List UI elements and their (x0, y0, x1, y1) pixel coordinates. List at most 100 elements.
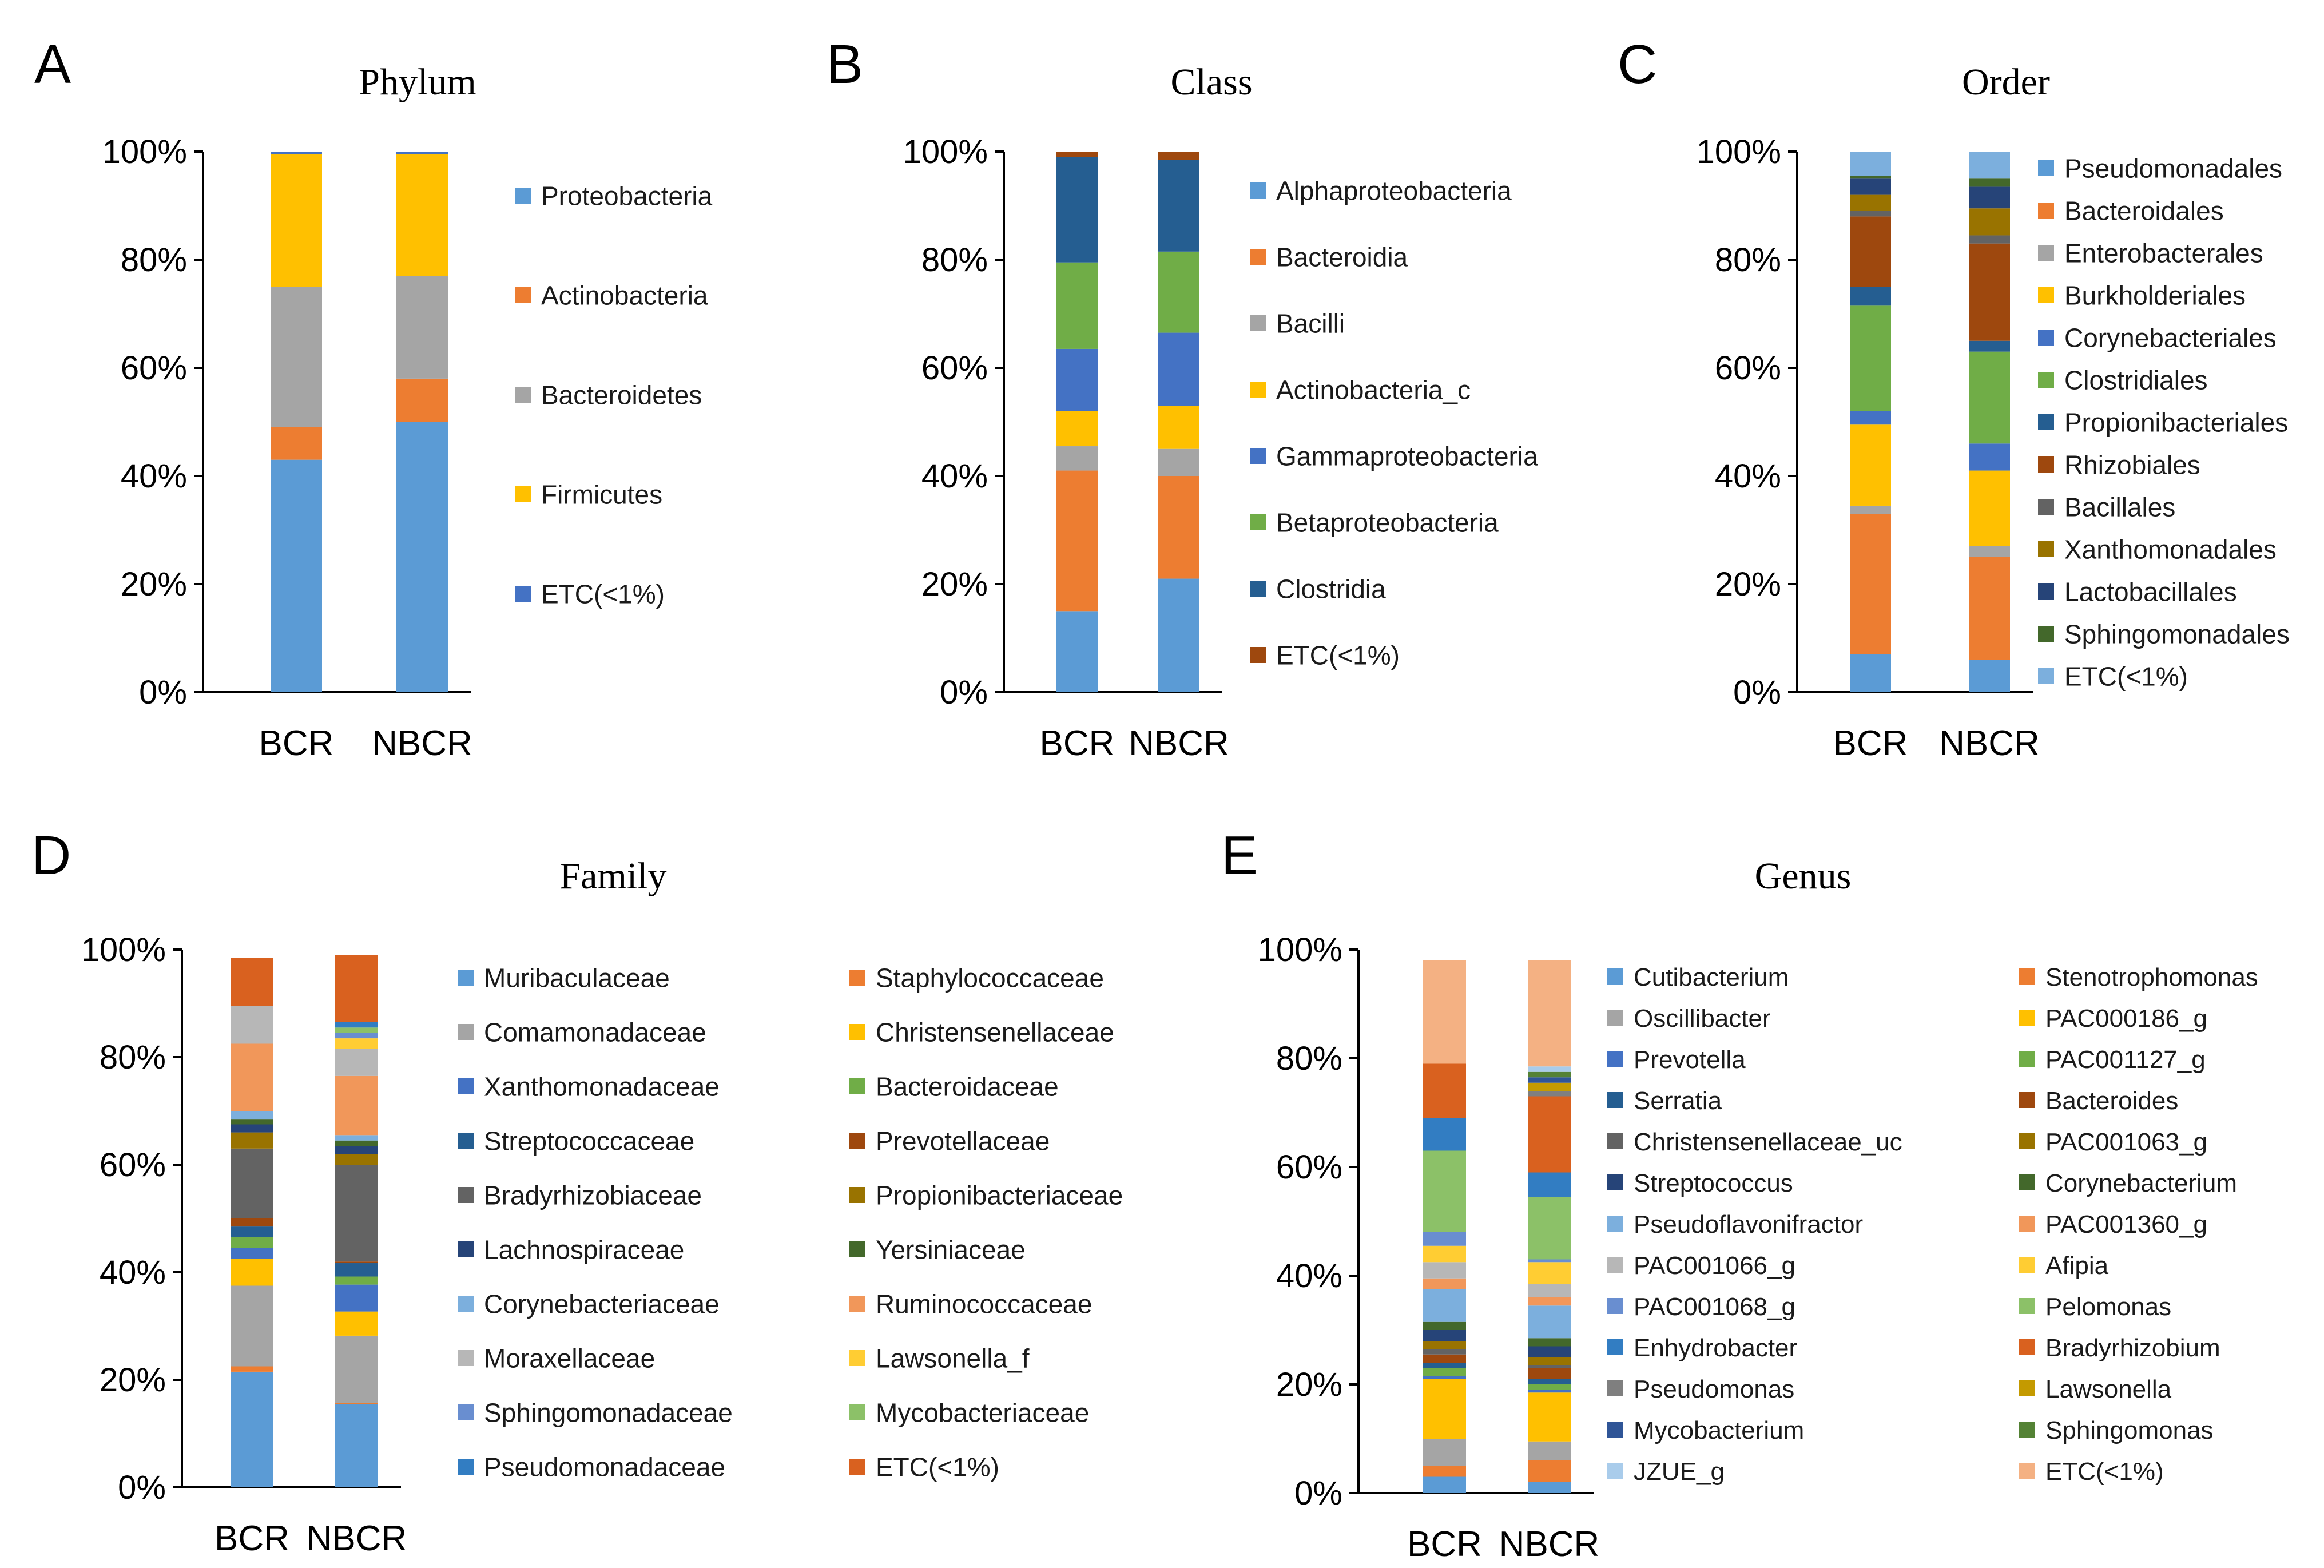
bar-segment-nbcr-streptococcus (1528, 1346, 1571, 1357)
bar-segment-nbcr-lawsonella-f (335, 1038, 378, 1049)
y-tick-label: 60% (121, 350, 187, 387)
legend-swatch-lachnospiraceae (458, 1241, 474, 1257)
bar-segment-nbcr-moraxellaceae (335, 1049, 378, 1076)
legend-label-proteobacteria: Proteobacteria (541, 181, 713, 211)
bar-segment-bcr-lactobacillales (1850, 178, 1891, 195)
bar-segment-nbcr-bacteroidaceae (335, 1276, 378, 1285)
legend-label-corynebacterium: Corynebacterium (2045, 1169, 2237, 1197)
legend-label-lachnospiraceae: Lachnospiraceae (484, 1235, 684, 1265)
panel-title-family: Family (559, 855, 666, 897)
panel-letter-a: A (34, 34, 71, 95)
bar-segment-bcr-actinobacteria-c (1056, 411, 1098, 447)
legend-label-muribaculaceae: Muribaculaceae (484, 963, 670, 993)
bar-segment-nbcr-actinobacteria-c (1158, 406, 1199, 449)
legend-swatch-corynebacterium (2019, 1174, 2035, 1190)
y-tick-label: 40% (100, 1254, 166, 1291)
legend-label-oscillibacter: Oscillibacter (1634, 1005, 1771, 1033)
legend-label-bacteroidaceae: Bacteroidaceae (876, 1072, 1059, 1102)
legend-label-betaproteobacteria: Betaproteobacteria (1276, 508, 1499, 538)
legend-swatch-pseudomonadaceae (458, 1459, 474, 1475)
legend-swatch-bacteroidetes (515, 387, 531, 403)
legend-swatch-staphylococcaceae (849, 970, 865, 986)
legend-label-mycobacterium: Mycobacterium (1634, 1416, 1804, 1444)
x-category-label-nbcr: NBCR (1499, 1525, 1600, 1564)
bar-segment-bcr-firmicutes (271, 154, 322, 287)
panel-title-class: Class (1170, 61, 1252, 103)
bar-segment-nbcr-mycobacterium (1528, 1077, 1571, 1083)
legend-swatch-etc-1 (2019, 1463, 2035, 1479)
bar-segment-bcr-pac000186-g (1423, 1379, 1466, 1439)
y-tick-label: 60% (1715, 350, 1781, 387)
bar-segment-nbcr-corynebacteriales (1969, 443, 2010, 471)
bar-segment-bcr-etc-1 (1056, 152, 1098, 157)
legend-swatch-clostridia (1250, 581, 1266, 597)
legend-swatch-xanthomonadales (2038, 541, 2054, 557)
bar-segment-nbcr-pelomonas (1528, 1197, 1571, 1260)
bar-segment-bcr-stenotrophomonas (1423, 1466, 1466, 1477)
legend-swatch-pseudomonas (1607, 1380, 1623, 1396)
legend-swatch-pac001068-g (1607, 1298, 1623, 1314)
bar-segment-bcr-propionibacteriaceae (231, 1132, 273, 1149)
legend-swatch-jzue-g (1607, 1463, 1623, 1479)
bar-segment-bcr-etc-1 (271, 152, 322, 154)
panel-title-genus: Genus (1755, 855, 1852, 897)
legend-swatch-mycobacteriaceae (849, 1404, 865, 1420)
bar-segment-bcr-lachnospiraceae (231, 1124, 273, 1133)
legend-swatch-clostridiales (2038, 372, 2054, 388)
panel-title-order: Order (1962, 61, 2050, 103)
bar-segment-bcr-xanthomonadaceae (231, 1248, 273, 1259)
legend-label-jzue-g: JZUE_g (1634, 1458, 1725, 1486)
legend-swatch-actinobacteria (515, 287, 531, 303)
legend-swatch-betaproteobacteria (1250, 514, 1266, 530)
legend-label-bradyrhizobium: Bradyrhizobium (2045, 1334, 2220, 1362)
bar-segment-bcr-rhizobiales (1850, 216, 1891, 287)
y-tick-label: 40% (1276, 1257, 1342, 1295)
legend-swatch-lawsonella (2019, 1380, 2035, 1396)
legend-swatch-bradyrhizobiaceae (458, 1187, 474, 1203)
bar-segment-bcr-sphingomonadales (1850, 176, 1891, 179)
bar-segment-nbcr-staphylococcaceae (335, 1403, 378, 1404)
legend-label-pac001068-g: PAC001068_g (1634, 1293, 1795, 1321)
bar-segment-nbcr-pseudomonadales (1969, 660, 2010, 692)
bar-segment-nbcr-bacteroides (1528, 1368, 1571, 1379)
bar-segment-nbcr-lawsonella (1528, 1082, 1571, 1091)
legend-swatch-pac001360-g (2019, 1216, 2035, 1232)
legend-label-propionibacteriaceae: Propionibacteriaceae (876, 1181, 1123, 1210)
legend-label-pseudomonadaceae: Pseudomonadaceae (484, 1452, 725, 1482)
legend-label-enhydrobacter: Enhydrobacter (1634, 1334, 1797, 1362)
y-tick-label: 100% (1258, 931, 1342, 968)
legend-swatch-firmicutes (515, 486, 531, 502)
legend-swatch-burkholderiales (2038, 287, 2054, 303)
legend-swatch-pelomonas (2019, 1298, 2035, 1314)
y-tick-label: 80% (121, 241, 187, 279)
legend-swatch-ruminococcaceae (849, 1296, 865, 1312)
bar-segment-bcr-oscillibacter (1423, 1439, 1466, 1466)
legend-swatch-corynebacteriales (2038, 330, 2054, 346)
legend-label-stenotrophomonas: Stenotrophomonas (2045, 963, 2258, 991)
legend-swatch-sphingomonadaceae (458, 1404, 474, 1420)
legend-label-burkholderiales: Burkholderiales (2064, 281, 2246, 311)
legend-label-bacteroidetes: Bacteroidetes (541, 380, 702, 410)
bar-segment-nbcr-alphaproteobacteria (1158, 578, 1199, 692)
legend-swatch-etc-1 (1250, 647, 1266, 663)
legend-label-pac000186-g: PAC000186_g (2045, 1005, 2207, 1033)
panel-phylum: A Phylum 0% 20% 40% 60% 80% 100% BCR NBCR Proteo… (34, 34, 713, 763)
legend-swatch-sphingomonadales (2038, 626, 2054, 642)
legend-label-bradyrhizobiaceae: Bradyrhizobiaceae (484, 1181, 702, 1210)
bar-segment-nbcr-burkholderiales (1969, 470, 2010, 546)
bar-segment-bcr-clostridia (1056, 157, 1098, 263)
legend-swatch-mycobacterium (1607, 1422, 1623, 1438)
bar-segment-nbcr-pseudomonadaceae (335, 1022, 378, 1028)
panel-title-phylum: Phylum (359, 61, 476, 103)
bar-segment-bcr-bacilli (1056, 446, 1098, 471)
panel-letter-c: C (1618, 34, 1657, 95)
bar-segment-bcr-yersiniaceae (231, 1119, 273, 1125)
bar-segment-nbcr-enhydrobacter (1528, 1172, 1571, 1197)
bar-segment-nbcr-bacteroidales (1969, 557, 2010, 660)
bar-segment-nbcr-pac001063-g (1528, 1357, 1571, 1365)
legend-label-lactobacillales: Lactobacillales (2064, 577, 2237, 607)
legend-label-pac001360-g: PAC001360_g (2045, 1210, 2207, 1238)
y-tick-label: 40% (1715, 458, 1781, 495)
y-tick-label: 0% (1733, 674, 1781, 711)
legend-label-staphylococcaceae: Staphylococcaceae (876, 963, 1104, 993)
